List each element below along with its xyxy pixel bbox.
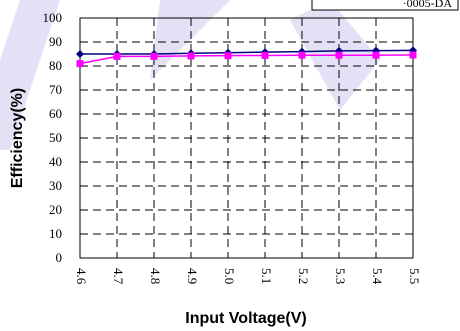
series-group bbox=[76, 46, 417, 68]
series-2-point bbox=[372, 51, 380, 59]
x-tick-label: 5.4 bbox=[370, 268, 385, 285]
x-axis-title: Input Voltage(V) bbox=[185, 310, 306, 327]
y-tick-label: 10 bbox=[49, 226, 62, 241]
y-axis-tick-labels: 0 10 20 30 40 50 60 70 80 90 100 bbox=[43, 10, 63, 265]
y-tick-label: 80 bbox=[49, 58, 62, 73]
y-tick-label: 0 bbox=[56, 250, 63, 265]
y-tick-label: 30 bbox=[49, 178, 62, 193]
series-2-point bbox=[113, 52, 121, 60]
series-1-point bbox=[76, 50, 84, 58]
watermark bbox=[0, 0, 380, 150]
x-tick-label: 5.2 bbox=[296, 268, 311, 284]
y-axis-title: Efficiency(%) bbox=[9, 88, 26, 188]
x-tick-label: 4.7 bbox=[111, 268, 126, 285]
y-tick-label: 100 bbox=[43, 10, 63, 25]
x-tick-label: 5.0 bbox=[222, 268, 237, 284]
series-line-2 bbox=[79, 54, 414, 65]
x-tick-label: 5.5 bbox=[407, 268, 422, 284]
x-tick-label: 5.1 bbox=[259, 268, 274, 284]
y-tick-label: 20 bbox=[49, 202, 62, 217]
x-tick-label: 4.9 bbox=[185, 268, 200, 284]
y-tick-label: 70 bbox=[49, 82, 62, 97]
y-tick-label: 40 bbox=[49, 154, 62, 169]
y-tick-label: 60 bbox=[49, 106, 62, 121]
series-line-1 bbox=[80, 49, 414, 55]
y-tick-label: 90 bbox=[49, 34, 62, 49]
series-2-point bbox=[224, 52, 232, 60]
legend-partial-label: ·0005-DA bbox=[403, 0, 453, 10]
series-2-point bbox=[261, 51, 269, 59]
x-tick-label: 5.3 bbox=[333, 268, 348, 284]
series-2-point bbox=[409, 51, 417, 59]
x-axis-tick-labels: 4.6 4.7 4.8 4.9 5.0 5.1 5.2 5.3 5.4 5.5 bbox=[74, 268, 422, 285]
series-2-point bbox=[335, 51, 343, 59]
series-2-point bbox=[298, 51, 306, 59]
x-tick-label: 4.8 bbox=[148, 268, 163, 284]
series-2-point bbox=[150, 52, 158, 60]
series-2-point bbox=[76, 60, 84, 68]
legend-box bbox=[311, 0, 459, 11]
series-2-point bbox=[187, 52, 195, 60]
y-tick-label: 50 bbox=[49, 130, 62, 145]
x-tick-label: 4.6 bbox=[74, 268, 89, 285]
